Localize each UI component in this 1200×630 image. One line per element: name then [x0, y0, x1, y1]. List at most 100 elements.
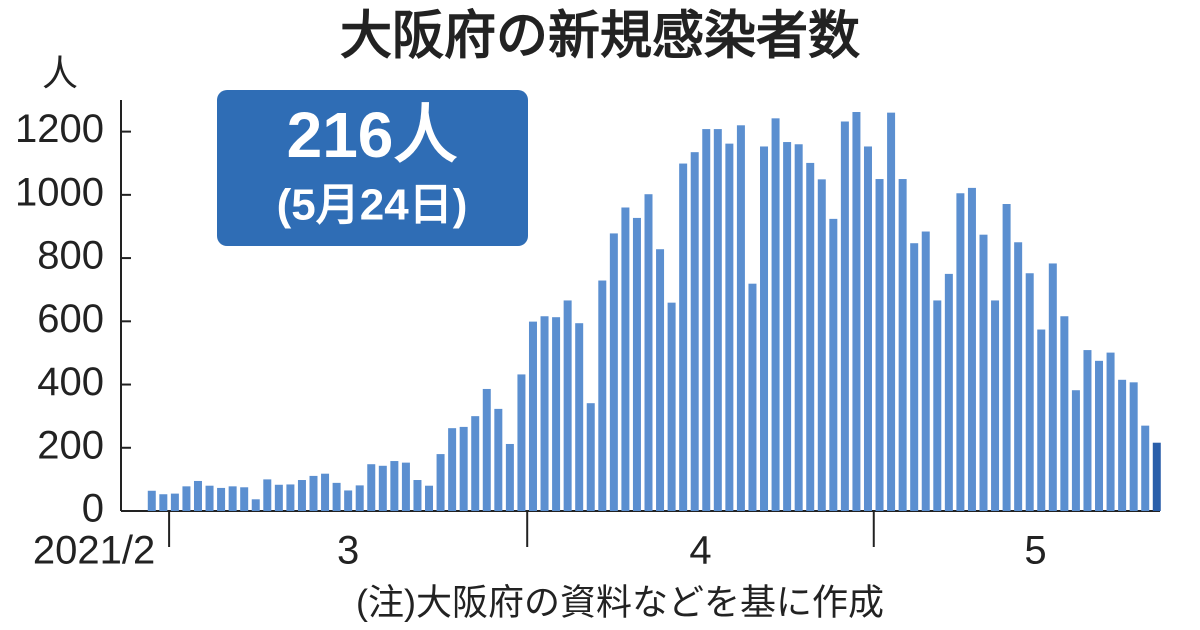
bar — [1152, 442, 1161, 511]
x-tick-label: 5 — [1024, 529, 1046, 573]
bar — [482, 388, 491, 511]
bar — [1118, 379, 1127, 511]
bar — [644, 194, 653, 511]
bar — [1014, 242, 1023, 511]
bar — [552, 317, 561, 511]
bar — [540, 316, 549, 511]
bar — [205, 485, 214, 511]
bar — [517, 374, 526, 511]
bar — [690, 152, 699, 511]
bar — [448, 428, 457, 511]
bar — [979, 234, 988, 512]
bar — [956, 193, 965, 511]
callout-value: 216人 — [287, 99, 458, 171]
bar — [459, 426, 468, 511]
bar — [887, 112, 896, 512]
bar — [355, 485, 364, 511]
bar — [378, 465, 387, 511]
x-tick-label: 3 — [337, 529, 359, 573]
bar — [1060, 316, 1069, 511]
bar — [863, 146, 872, 511]
bar — [632, 217, 641, 511]
bar — [852, 112, 861, 511]
bar — [401, 462, 410, 511]
bar — [991, 300, 1000, 511]
bar — [771, 118, 780, 512]
bar — [1141, 425, 1150, 511]
bar — [1129, 382, 1138, 511]
y-tick-label: 400 — [37, 360, 104, 404]
bar — [794, 144, 803, 511]
y-tick-label: 1200 — [15, 107, 104, 151]
y-tick-label: 800 — [37, 234, 104, 278]
callout-box — [217, 90, 528, 246]
bar — [760, 146, 769, 511]
bar — [1002, 204, 1011, 511]
y-tick-label: 0 — [82, 487, 104, 531]
bar — [713, 129, 722, 511]
bar — [436, 454, 445, 511]
bar — [910, 243, 919, 511]
bar — [621, 207, 630, 511]
x-tick-label: 2021/2 — [33, 529, 155, 573]
bar — [170, 493, 179, 511]
bar — [390, 461, 399, 511]
bar — [598, 280, 607, 511]
bar — [274, 484, 283, 511]
bar — [159, 494, 168, 511]
bar — [1083, 350, 1092, 511]
note: (注)大阪府の資料などを基に作成 — [356, 582, 884, 623]
bar — [656, 249, 665, 511]
y-tick-label: 200 — [37, 423, 104, 467]
bar — [1071, 390, 1080, 511]
bar — [1106, 352, 1115, 511]
bar — [286, 484, 295, 511]
bar — [921, 231, 930, 511]
bar — [1037, 329, 1046, 511]
bar — [505, 443, 514, 511]
bar — [944, 273, 953, 511]
bar — [413, 480, 422, 511]
bar — [898, 179, 907, 512]
bar — [829, 218, 838, 511]
bar — [575, 323, 584, 511]
bar — [702, 129, 711, 511]
bar — [425, 485, 434, 511]
y-tick-label: 600 — [37, 297, 104, 341]
bar — [840, 121, 849, 511]
bar — [193, 480, 202, 511]
chart-title: 大阪府の新規感染者数 — [340, 8, 860, 66]
bar — [263, 479, 272, 511]
bar — [1095, 360, 1104, 511]
y-unit: 人 — [42, 53, 78, 94]
bar — [667, 302, 676, 511]
bar — [332, 482, 341, 511]
bar — [967, 187, 976, 512]
bar — [736, 125, 745, 512]
bar — [933, 300, 942, 511]
bar — [586, 403, 595, 511]
bar — [367, 464, 376, 511]
bar — [251, 499, 260, 511]
x-tick-label: 4 — [689, 529, 711, 573]
bar — [321, 473, 330, 511]
bar — [494, 408, 503, 511]
bar — [344, 490, 353, 511]
bar — [783, 142, 792, 511]
bar — [309, 475, 318, 511]
bar — [1025, 273, 1034, 511]
bar — [748, 283, 757, 511]
bar — [240, 487, 249, 511]
bar — [182, 486, 191, 511]
bar — [609, 233, 618, 511]
bar — [471, 416, 480, 511]
bar — [563, 300, 572, 511]
bar — [725, 143, 734, 512]
bar — [297, 480, 306, 511]
bar — [679, 163, 688, 511]
bar — [1048, 263, 1057, 511]
bar — [147, 490, 156, 511]
bar — [228, 486, 237, 511]
callout-date: (5月24日) — [277, 181, 468, 230]
